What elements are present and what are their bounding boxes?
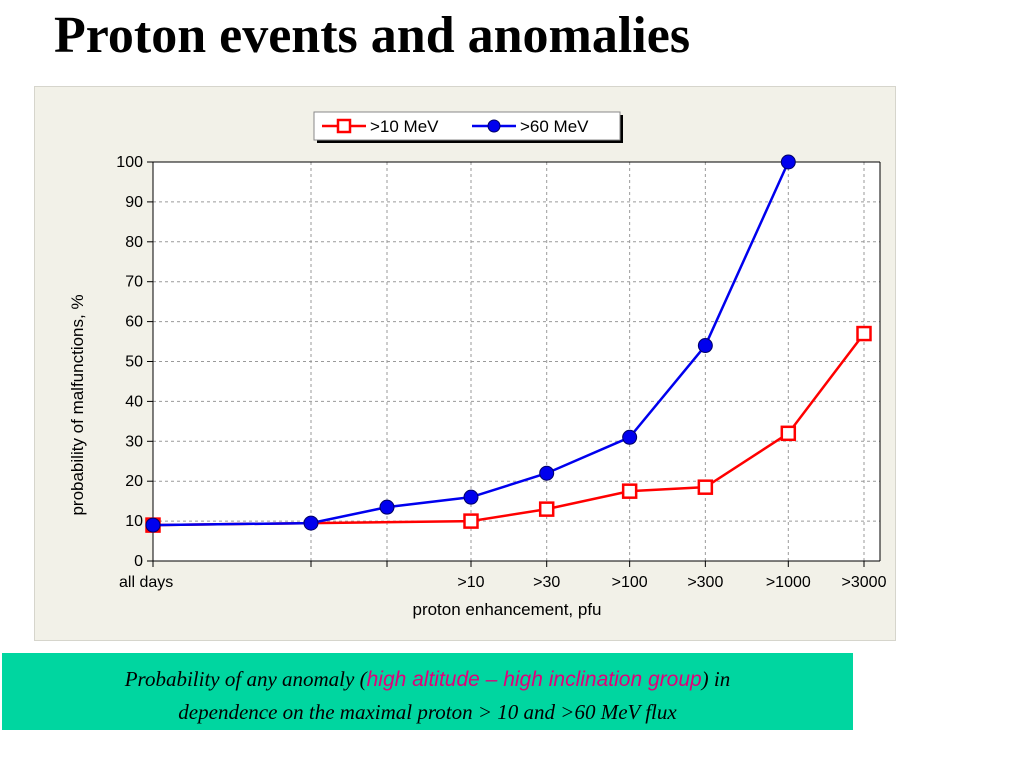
slide-title: Proton events and anomalies — [54, 7, 691, 64]
y-axis-label: probability of malfunctions, % — [68, 294, 87, 515]
data-point-square — [697, 479, 714, 495]
y-tick-label: 10 — [125, 513, 143, 530]
x-tick-label: all days — [119, 574, 173, 591]
y-tick-label: 90 — [125, 194, 143, 211]
data-point-circle — [303, 515, 319, 531]
data-point-square — [856, 325, 872, 342]
chart-legend: >10 MeV >60 MeV — [313, 111, 623, 143]
data-point-square — [780, 425, 797, 442]
data-point-square — [538, 501, 555, 517]
y-tick-label: 60 — [125, 314, 143, 331]
legend-marker-square — [336, 118, 352, 134]
y-tick-label: 50 — [125, 354, 143, 371]
data-point-circle — [780, 154, 796, 170]
legend-label: >60 MeV — [520, 117, 589, 136]
y-tick-label: 70 — [125, 274, 143, 291]
caption-line2: dependence on the maximal proton > 10 an… — [178, 700, 677, 724]
caption-suffix: ) in — [701, 667, 731, 691]
x-axis-label: proton enhancement, pfu — [412, 600, 601, 619]
data-point-circle — [697, 338, 713, 354]
data-point-circle — [622, 429, 638, 445]
data-point-circle — [463, 489, 479, 505]
x-tick-label: >300 — [687, 574, 723, 591]
y-tick-label: 0 — [134, 553, 143, 570]
y-tick-label: 80 — [125, 234, 143, 251]
legend-label: >10 MeV — [370, 117, 439, 136]
x-tick-label: >10 — [457, 574, 484, 591]
caption-highlight: high altitude – high inclination group — [366, 668, 702, 691]
series-line-gt60-mev — [152, 161, 790, 527]
x-tick-label: >100 — [612, 574, 648, 591]
y-tick-label: 30 — [125, 433, 143, 450]
y-tick-label: 40 — [125, 393, 143, 410]
data-point-circle — [379, 499, 395, 515]
y-tick-label: 20 — [125, 473, 143, 490]
x-tick-label: >3000 — [842, 574, 887, 591]
data-point-square — [463, 513, 479, 529]
legend-marker-circle — [487, 119, 501, 133]
caption-prefix: Probability of any anomaly ( — [124, 667, 367, 691]
chart-axes: 0 10 20 30 40 50 60 70 80 90 100 all days >10 >30 >100… — [116, 154, 886, 591]
line-chart: 0 10 20 30 40 50 60 70 80 90 100 all days >10 >30 >100… — [68, 111, 887, 619]
chart-grid — [153, 161, 880, 561]
data-point-circle — [539, 465, 555, 481]
caption-box: Probability of any anomaly (high altitud… — [2, 653, 853, 730]
chart-panel: 0 10 20 30 40 50 60 70 80 90 100 all days >10 >30 >100… — [34, 86, 896, 641]
chart-series — [145, 154, 872, 533]
data-point-square — [621, 483, 638, 499]
y-tick-label: 100 — [116, 154, 143, 171]
x-tick-label: >30 — [533, 574, 560, 591]
data-point-circle — [145, 517, 161, 533]
x-tick-label: >1000 — [766, 574, 811, 591]
